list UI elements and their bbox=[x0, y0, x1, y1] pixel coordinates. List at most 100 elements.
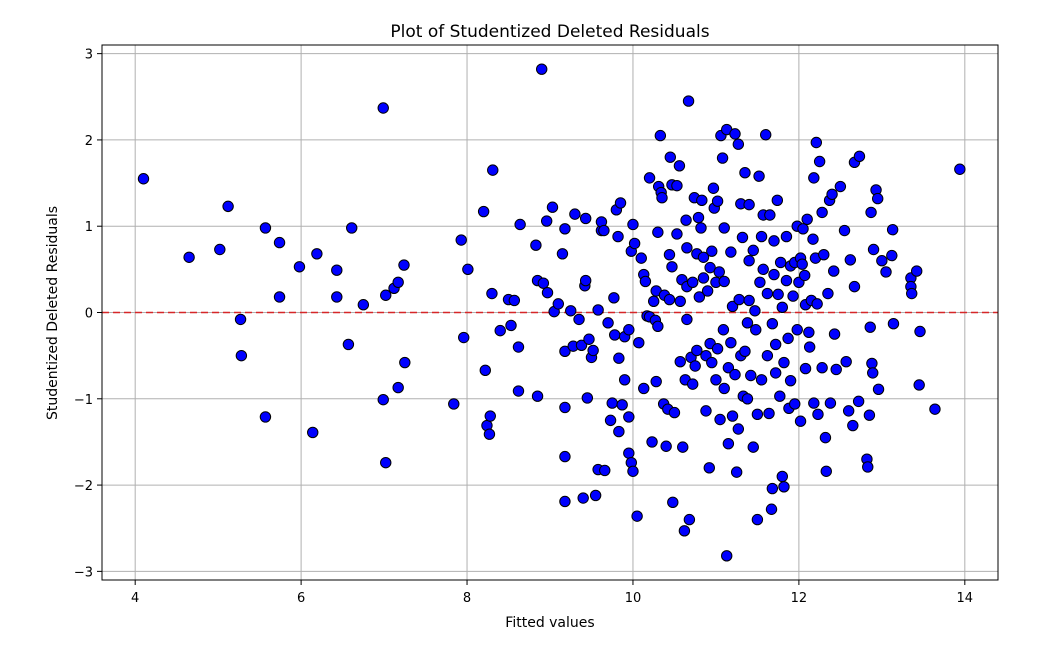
data-point bbox=[872, 383, 885, 395]
data-point bbox=[530, 239, 542, 251]
data-point bbox=[674, 295, 686, 307]
data-point bbox=[828, 265, 840, 277]
data-point bbox=[613, 425, 625, 438]
data-point bbox=[847, 419, 859, 432]
data-point bbox=[863, 409, 876, 421]
data-point bbox=[774, 390, 786, 402]
data-point bbox=[703, 462, 715, 474]
data-point bbox=[686, 378, 699, 390]
data-point bbox=[718, 275, 730, 288]
data-point bbox=[718, 382, 730, 395]
data-point bbox=[803, 341, 816, 353]
data-point bbox=[753, 170, 765, 182]
data-point bbox=[791, 324, 803, 336]
data-point bbox=[844, 254, 857, 266]
data-point bbox=[828, 328, 841, 340]
data-point bbox=[745, 369, 757, 382]
data-point bbox=[761, 287, 774, 300]
data-point bbox=[639, 275, 652, 288]
data-point bbox=[830, 363, 842, 376]
data-point bbox=[663, 248, 676, 261]
data-point bbox=[234, 313, 247, 326]
data-point bbox=[614, 197, 627, 209]
data-point bbox=[848, 280, 861, 293]
data-point bbox=[587, 344, 599, 357]
data-point bbox=[913, 379, 925, 391]
data-point bbox=[787, 290, 799, 302]
data-point bbox=[743, 255, 755, 267]
data-point bbox=[910, 265, 923, 277]
data-point bbox=[541, 286, 554, 299]
data-point bbox=[559, 401, 571, 414]
data-point bbox=[273, 291, 286, 303]
data-point bbox=[853, 150, 866, 163]
data-point bbox=[674, 355, 686, 368]
data-point bbox=[733, 293, 745, 306]
data-point bbox=[612, 230, 624, 243]
data-point bbox=[718, 222, 730, 234]
data-point bbox=[579, 274, 592, 287]
data-point bbox=[780, 230, 793, 243]
y-axis-label: Studentized Deleted Residuals bbox=[45, 206, 61, 420]
data-point bbox=[772, 288, 784, 301]
x-tick-label: 6 bbox=[297, 591, 305, 606]
data-point bbox=[505, 319, 517, 332]
data-point bbox=[608, 292, 620, 304]
data-point bbox=[677, 441, 689, 453]
data-point bbox=[852, 395, 865, 408]
data-point bbox=[331, 264, 343, 276]
data-point bbox=[811, 298, 823, 310]
data-point bbox=[766, 482, 779, 495]
data-point bbox=[732, 423, 745, 435]
data-point bbox=[331, 291, 343, 303]
data-point bbox=[716, 152, 729, 164]
data-point bbox=[769, 367, 782, 379]
data-point bbox=[751, 408, 764, 421]
data-point bbox=[455, 234, 467, 246]
y-tick-label: 0 bbox=[85, 307, 93, 322]
data-point bbox=[824, 397, 837, 409]
data-point bbox=[357, 299, 370, 311]
data-point bbox=[755, 230, 768, 243]
data-point bbox=[820, 465, 832, 477]
data-point bbox=[880, 266, 892, 278]
x-axis-label: Fitted values bbox=[505, 615, 594, 631]
data-point bbox=[834, 180, 847, 193]
data-point bbox=[693, 291, 706, 303]
chart-title: Plot of Studentized Deleted Residuals bbox=[390, 22, 709, 42]
data-point bbox=[666, 261, 678, 273]
data-point bbox=[813, 155, 826, 168]
data-point bbox=[380, 289, 392, 301]
data-point bbox=[771, 194, 784, 207]
data-point bbox=[739, 345, 751, 358]
data-point bbox=[592, 304, 604, 316]
data-point bbox=[865, 206, 877, 219]
data-point bbox=[840, 355, 852, 368]
data-point bbox=[697, 251, 710, 263]
data-point bbox=[673, 160, 686, 172]
data-point bbox=[377, 102, 389, 114]
data-point bbox=[604, 414, 617, 427]
data-point bbox=[725, 246, 737, 258]
data-point bbox=[599, 464, 611, 477]
data-point bbox=[273, 236, 286, 249]
data-point bbox=[749, 305, 761, 317]
data-point bbox=[729, 128, 741, 140]
x-tick-label: 12 bbox=[791, 591, 808, 606]
data-point bbox=[739, 167, 751, 179]
data-point bbox=[609, 329, 621, 341]
data-point bbox=[751, 513, 764, 526]
data-point bbox=[730, 466, 743, 478]
data-point bbox=[656, 192, 668, 204]
data-point bbox=[536, 63, 548, 75]
data-point bbox=[766, 318, 779, 330]
data-point bbox=[711, 343, 724, 355]
data-point bbox=[623, 324, 635, 336]
data-point bbox=[392, 381, 404, 394]
data-point bbox=[695, 222, 707, 234]
data-point bbox=[743, 198, 755, 211]
data-point bbox=[613, 352, 625, 364]
data-point bbox=[914, 325, 926, 338]
